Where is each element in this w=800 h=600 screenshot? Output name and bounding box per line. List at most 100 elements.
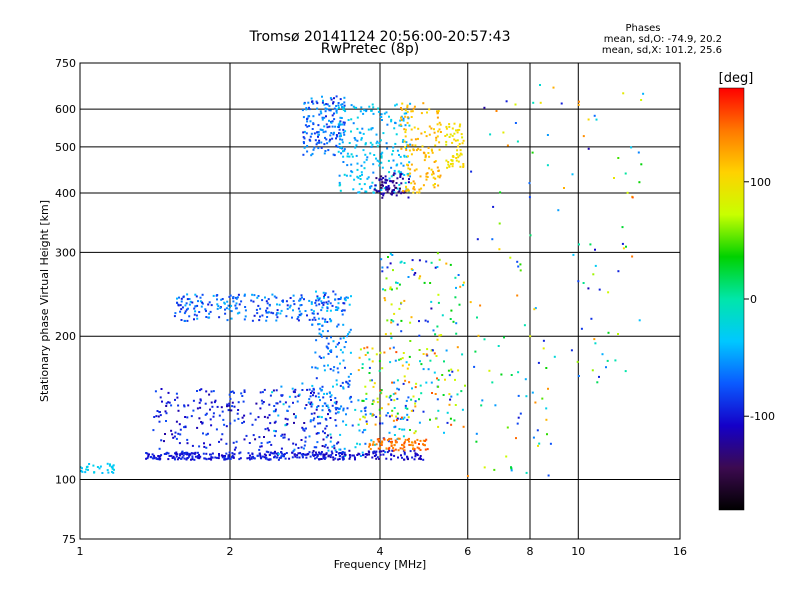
scatter-point [578,243,580,246]
scatter-point [362,453,365,456]
scatter-point [343,96,346,99]
scatter-point [167,458,170,461]
scatter-point [248,456,251,459]
scatter-point [402,164,405,167]
scatter-point [337,441,340,444]
scatter-point [265,309,267,312]
scatter-point [191,455,194,458]
scatter-point [387,256,389,258]
scatter-point [446,166,449,169]
scatter-point [571,173,574,176]
scatter-point [288,395,291,398]
scatter-point [281,433,284,436]
scatter-point [305,456,308,459]
scatter-point [449,398,452,401]
scatter-point [106,462,109,465]
scatter-point [392,346,395,349]
scatter-point [198,417,201,420]
scatter-point [300,439,303,441]
scatter-point [447,161,450,163]
scatter-point [341,453,343,456]
scatter-point [376,456,379,459]
scatter-point [228,402,231,405]
scatter-point [419,456,422,459]
scatter-point [375,450,378,453]
scatter-point [337,106,340,109]
scatter-point [345,174,348,177]
scatter-point [422,410,425,413]
scatter-point [400,125,403,127]
scatter-point [338,341,340,344]
scatter-point [407,196,410,199]
scatter-point [189,300,192,303]
scatter-point [523,324,526,327]
scatter-point [434,417,437,420]
scatter-point [356,168,359,171]
scatter-point [266,458,269,461]
scatter-point [413,449,416,452]
scatter-point [365,158,368,161]
scatter-point [243,391,246,393]
scatter-point [331,114,334,117]
scatter-point [250,456,253,459]
scatter-point [337,104,340,107]
scatter-point [257,295,260,297]
scatter-point [193,452,196,455]
scatter-point [414,453,417,456]
scatter-point [437,175,440,178]
scatter-point [339,98,342,101]
scatter-point [394,142,397,145]
scatter-point [146,457,149,460]
scatter-point [270,443,273,446]
scatter-point [301,382,304,385]
scatter-point [279,400,282,403]
scatter-point [418,457,421,460]
scatter-point [244,315,247,318]
scatter-point [379,422,381,425]
scatter-point [268,453,271,456]
scatter-point [180,457,182,460]
scatter-point [191,452,194,455]
scatter-point [320,333,323,336]
scatter-point [376,159,379,162]
scatter-point [339,183,342,186]
scatter-point [391,449,394,452]
scatter-point [317,147,320,150]
scatter-point [186,319,189,322]
scatter-point [434,144,437,147]
scatter-point [473,365,476,368]
scatter-point [240,392,243,395]
scatter-point [375,453,378,456]
scatter-point [228,295,231,298]
scatter-point [308,138,311,141]
scatter-point [258,448,261,451]
scatter-point [385,188,388,191]
scatter-point [298,313,301,316]
scatter-point [391,254,394,256]
scatter-point [388,449,391,452]
scatter-point [214,456,217,459]
scatter-point [273,295,276,298]
scatter-point [98,467,101,470]
scatter-point [378,160,380,163]
scatter-point [624,172,627,175]
scatter-point [322,430,324,433]
scatter-point [450,163,452,165]
scatter-point [452,320,455,323]
scatter-point [199,300,202,303]
scatter-point [339,138,342,141]
scatter-point [409,340,412,342]
scatter-point [171,457,174,459]
scatter-point [389,192,392,195]
scatter-point [363,161,366,164]
scatter-point [397,456,399,459]
scatter-point [403,440,406,443]
scatter-point [278,303,281,306]
scatter-point [300,294,303,297]
scatter-point [159,396,162,399]
scatter-point [462,164,465,167]
scatter-point [489,133,492,136]
scatter-point [212,412,215,415]
scatter-point [390,321,393,324]
